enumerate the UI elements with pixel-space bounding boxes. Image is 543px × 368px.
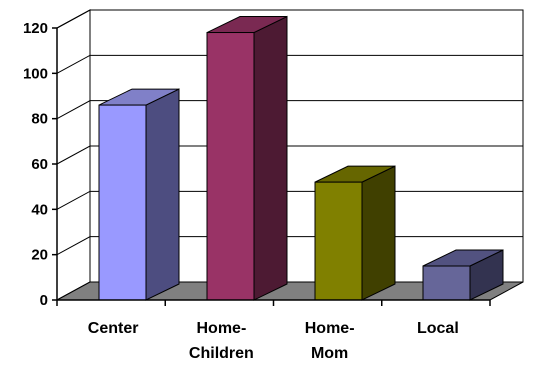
bar-side [361,165,396,301]
x-tick-label: Local [417,320,459,337]
x-axis-labels: Center Home- Children Home- Mom Local [88,320,459,362]
bar-front [206,32,255,301]
x-tick-label-line: Home- [305,320,355,337]
y-tick-label: 60 [31,156,48,173]
x-tick-label-line: Center [88,320,139,337]
bar-side [253,15,288,301]
bar [314,165,396,301]
bar-front [98,104,147,301]
bar [98,88,180,301]
bar [206,15,288,301]
gridline [56,100,523,120]
y-axis-ticks: 0 20 40 60 80 100 120 [23,20,491,309]
x-tick-label: Center [88,320,139,337]
bar-front [314,181,363,301]
y-tick-label: 40 [31,201,48,218]
x-tick-label-line: Mom [311,345,348,362]
x-tick-label-line: Home- [196,320,246,337]
y-tick-label: 20 [31,247,48,264]
bar-side [145,88,180,301]
x-tick-label-line: Local [417,320,459,337]
x-tick-label-line: Children [189,345,254,362]
x-tick-label: Home- Mom [305,320,355,362]
y-tick-label: 0 [40,292,48,309]
y-tick-label: 120 [23,20,48,37]
gridline [56,145,523,165]
y-tick-label: 100 [23,65,48,82]
gridline [56,9,523,29]
bar-front [422,265,471,301]
gridline [56,54,523,74]
y-tick-label: 80 [31,111,48,128]
bar [422,249,504,301]
x-tick-label: Home- Children [189,320,254,362]
